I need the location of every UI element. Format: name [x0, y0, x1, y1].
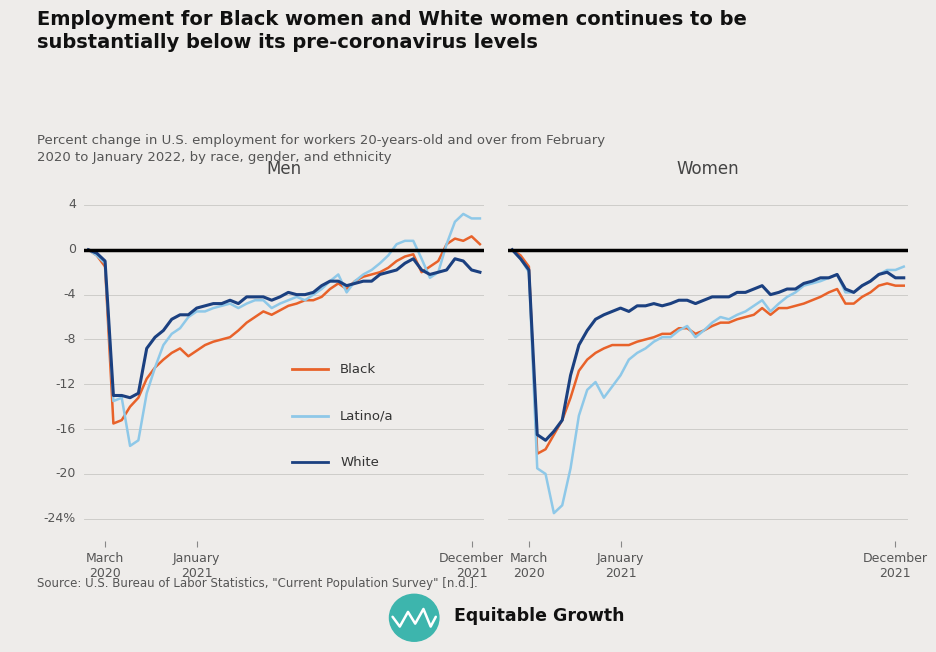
Text: 4: 4: [68, 198, 76, 211]
Text: -12: -12: [55, 378, 76, 391]
Text: Latino/a: Latino/a: [340, 409, 394, 422]
Text: -20: -20: [55, 467, 76, 481]
Text: Source: U.S. Bureau of Labor Statistics, "Current Population Survey" [n.d.].: Source: U.S. Bureau of Labor Statistics,…: [37, 577, 478, 590]
Text: Equitable Growth: Equitable Growth: [454, 607, 624, 625]
Circle shape: [389, 595, 439, 642]
Text: Black: Black: [340, 363, 376, 376]
Text: -8: -8: [64, 333, 76, 346]
Text: -16: -16: [55, 422, 76, 436]
Text: Employment for Black women and White women continues to be
substantially below i: Employment for Black women and White wom…: [37, 10, 747, 52]
Text: 0: 0: [68, 243, 76, 256]
Text: -24%: -24%: [44, 512, 76, 526]
Text: -4: -4: [64, 288, 76, 301]
Text: Percent change in U.S. employment for workers 20-years-old and over from Februar: Percent change in U.S. employment for wo…: [37, 134, 606, 164]
Title: Women: Women: [677, 160, 739, 178]
Text: White: White: [340, 456, 379, 469]
Title: Men: Men: [267, 160, 301, 178]
